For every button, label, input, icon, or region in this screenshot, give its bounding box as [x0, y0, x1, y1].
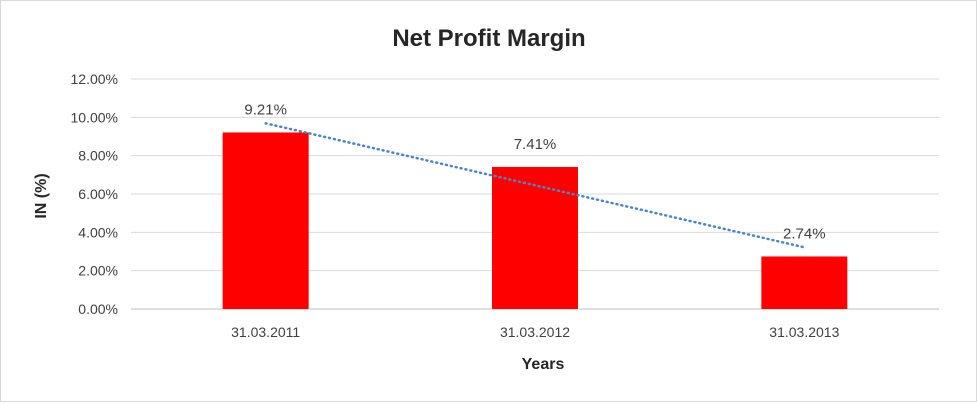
y-tick-label: 2.00%: [78, 263, 118, 279]
y-tick-label: 8.00%: [78, 148, 118, 164]
bars: [222, 132, 848, 309]
x-tick-label: 31.03.2011: [231, 324, 300, 340]
trendline-group: [264, 122, 806, 249]
x-tick-label: 31.03.2012: [500, 324, 570, 340]
data-label: 7.41%: [514, 136, 557, 153]
x-axis-title: Years: [522, 356, 565, 373]
y-tick-label: 12.00%: [71, 71, 118, 87]
y-tick-label: 0.00%: [78, 301, 118, 317]
data-labels: 9.21% 7.41% 2.74%: [244, 101, 825, 242]
y-axis-title: IN (%): [33, 173, 50, 218]
bar: [222, 132, 309, 309]
data-label: 9.21%: [244, 101, 287, 118]
y-tick-label: 10.00%: [71, 109, 118, 125]
y-tick-label: 4.00%: [78, 224, 118, 240]
trendline: [264, 122, 806, 249]
y-tick-label: 6.00%: [78, 186, 118, 202]
y-axis-ticks: 0.00% 2.00% 4.00% 6.00% 8.00% 10.00% 12.00%: [71, 71, 118, 317]
bar: [492, 166, 578, 309]
x-tick-label: 31.03.2013: [769, 324, 839, 340]
x-axis-ticks: 31.03.2011 31.03.2012 31.03.2013: [231, 324, 839, 340]
data-label: 2.74%: [783, 225, 826, 242]
bar: [761, 256, 848, 309]
chart-title: Net Profit Margin: [392, 25, 585, 52]
